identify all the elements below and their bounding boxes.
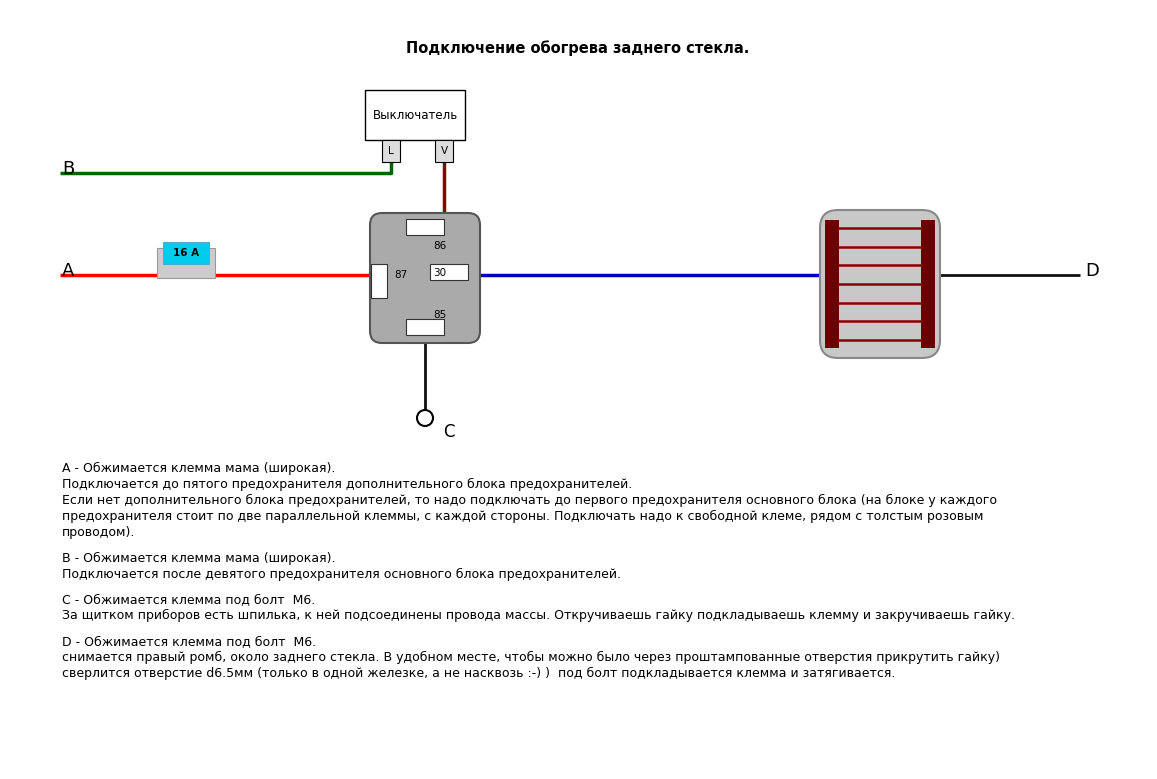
Bar xyxy=(163,242,209,264)
Text: Выключатель: Выключатель xyxy=(373,108,458,122)
Text: 87: 87 xyxy=(395,270,407,280)
Bar xyxy=(406,219,444,235)
Text: Подключается до пятого предохранителя дополнительного блока предохранителей.: Подключается до пятого предохранителя до… xyxy=(62,478,632,491)
Text: предохранителя стоит по две параллельной клеммы, с каждой стороны. Подключать на: предохранителя стоит по две параллельной… xyxy=(62,510,983,523)
Bar xyxy=(430,264,467,280)
Text: V: V xyxy=(441,146,448,156)
Text: А - Обжимается клемма мама (широкая).: А - Обжимается клемма мама (широкая). xyxy=(62,462,336,475)
Text: В - Обжимается клемма мама (широкая).: В - Обжимается клемма мама (широкая). xyxy=(62,552,336,565)
Text: A: A xyxy=(62,262,74,280)
Bar xyxy=(364,90,465,140)
Bar xyxy=(371,264,386,298)
Text: 85: 85 xyxy=(433,310,447,320)
Text: 86: 86 xyxy=(433,241,447,251)
Bar xyxy=(382,140,400,162)
Bar xyxy=(825,220,839,348)
Text: D: D xyxy=(1085,262,1099,280)
Text: С - Обжимается клемма под болт  М6.: С - Обжимается клемма под болт М6. xyxy=(62,593,315,606)
Bar xyxy=(435,140,454,162)
Text: 16 A: 16 A xyxy=(172,248,199,258)
Text: Подключается после девятого предохранителя основного блока предохранителей.: Подключается после девятого предохраните… xyxy=(62,568,621,580)
FancyBboxPatch shape xyxy=(370,213,480,343)
Text: C: C xyxy=(443,423,455,441)
Text: Подключение обогрева заднего стекла.: Подключение обогрева заднего стекла. xyxy=(406,41,750,56)
Text: проводом).: проводом). xyxy=(62,526,135,539)
Bar xyxy=(157,248,215,278)
Text: Если нет дополнительного блока предохранителей, то надо подключать до первого пр: Если нет дополнительного блока предохран… xyxy=(62,494,997,507)
Text: снимается правый ромб, около заднего стекла. В удобном месте, чтобы можно было ч: снимается правый ромб, около заднего сте… xyxy=(62,650,1000,664)
FancyBboxPatch shape xyxy=(820,210,939,358)
Text: L: L xyxy=(388,146,393,156)
Text: 30: 30 xyxy=(433,268,447,278)
Bar xyxy=(921,220,935,348)
Text: За щитком приборов есть шпилька, к ней подсоединены провода массы. Откручиваешь : За щитком приборов есть шпилька, к ней п… xyxy=(62,609,1015,622)
Text: D - Обжимается клемма под болт  М6.: D - Обжимается клемма под болт М6. xyxy=(62,635,316,648)
Text: B: B xyxy=(62,160,74,178)
Text: сверлится отверстие d6.5мм (только в одной железке, а не насквозь :-) )  под бол: сверлится отверстие d6.5мм (только в одн… xyxy=(62,667,896,680)
Bar xyxy=(406,319,444,335)
